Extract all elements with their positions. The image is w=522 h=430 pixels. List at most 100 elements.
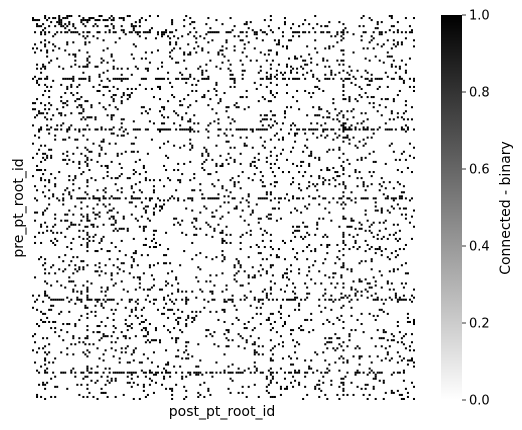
heatmap-cell (74, 375, 77, 378)
heatmap-cell (298, 304, 301, 307)
heatmap-cell (34, 241, 37, 244)
heatmap-cell (152, 246, 155, 249)
heatmap-cell (342, 262, 345, 265)
heatmap-cell (189, 373, 192, 376)
heatmap-cell (404, 31, 407, 34)
heatmap-cell (92, 17, 95, 20)
heatmap-cell (400, 59, 403, 62)
heatmap-cell (78, 166, 81, 169)
heatmap-cell (243, 270, 246, 273)
heatmap-cell (253, 341, 256, 344)
heatmap-cell (34, 116, 37, 119)
heatmap-cell (334, 361, 337, 364)
heatmap-cell (138, 21, 141, 24)
heatmap-cell (352, 219, 355, 222)
heatmap-cell (108, 258, 111, 261)
heatmap-cell (334, 286, 337, 289)
heatmap-cell (217, 223, 220, 226)
heatmap-cell (394, 292, 397, 295)
heatmap-cell (144, 211, 147, 214)
heatmap-cell (298, 381, 301, 384)
heatmap-cell (84, 25, 87, 28)
heatmap-cell (187, 341, 190, 344)
heatmap-cell (177, 290, 180, 293)
heatmap-cell (112, 355, 115, 358)
heatmap-cell (130, 298, 133, 301)
heatmap-cell (354, 371, 357, 374)
heatmap-cell (110, 379, 113, 382)
heatmap-cell (364, 213, 367, 216)
heatmap-cell (279, 312, 282, 315)
heatmap-cell (48, 296, 51, 299)
heatmap-cell (356, 69, 359, 72)
heatmap-cell (402, 335, 405, 338)
heatmap-cell (392, 118, 395, 121)
heatmap-cell (384, 227, 387, 230)
heatmap-cell (112, 325, 115, 328)
heatmap-cell (340, 124, 343, 127)
heatmap-cell (213, 87, 216, 90)
heatmap-cell (237, 391, 240, 394)
heatmap-cell (102, 140, 105, 143)
heatmap-cell (32, 306, 35, 309)
heatmap-cell (86, 369, 89, 372)
heatmap-cell (221, 272, 224, 275)
heatmap-cell (205, 335, 208, 338)
heatmap-cell (161, 122, 164, 125)
heatmap-cell (102, 19, 105, 22)
heatmap-cell (191, 320, 194, 323)
heatmap-cell (314, 47, 317, 50)
heatmap-cell (152, 185, 155, 188)
heatmap-cell (54, 138, 57, 141)
heatmap-cell (243, 128, 246, 131)
heatmap-cell (342, 63, 345, 66)
heatmap-cell (372, 37, 375, 40)
heatmap-cell (76, 270, 79, 273)
heatmap-cell (84, 191, 87, 194)
heatmap-cell (396, 41, 399, 44)
heatmap-cell (163, 254, 166, 257)
heatmap-cell (342, 128, 345, 131)
heatmap-cell (400, 171, 403, 174)
heatmap-cell (66, 87, 69, 90)
heatmap-cell (265, 385, 268, 388)
heatmap-cell (265, 128, 268, 131)
heatmap-cell (376, 21, 379, 24)
heatmap-cell (201, 73, 204, 76)
heatmap-cell (44, 27, 47, 30)
heatmap-cell (120, 77, 123, 80)
heatmap-cell (90, 177, 93, 180)
heatmap-cell (368, 282, 371, 285)
heatmap-cell (306, 318, 309, 321)
heatmap-cell (86, 164, 89, 167)
heatmap-cell (404, 197, 407, 200)
heatmap-cell (68, 179, 71, 182)
heatmap-cell (342, 126, 345, 129)
heatmap-cell (290, 381, 293, 384)
heatmap-cell (158, 205, 162, 208)
heatmap-cell (265, 33, 268, 36)
heatmap-cell (245, 341, 248, 344)
heatmap-cell (144, 375, 147, 378)
heatmap-cell (213, 215, 216, 218)
heatmap-cell (209, 333, 212, 336)
heatmap-cell (90, 158, 93, 161)
heatmap-cell (372, 96, 375, 99)
heatmap-cell (243, 323, 246, 326)
heatmap-cell (350, 268, 353, 271)
heatmap-cell (283, 241, 286, 244)
heatmap-cell (185, 298, 188, 301)
heatmap-cell (292, 162, 295, 165)
heatmap-cell (146, 393, 149, 396)
heatmap-cell (185, 81, 188, 84)
heatmap-cell (390, 77, 393, 80)
heatmap-cell (382, 221, 385, 224)
heatmap-cell (148, 288, 151, 291)
heatmap-cell (152, 96, 155, 99)
heatmap-cell (118, 250, 121, 253)
heatmap-cell (122, 371, 125, 374)
heatmap-cell (211, 31, 214, 34)
heatmap-cell (221, 45, 224, 48)
heatmap-cell (275, 331, 278, 334)
heatmap-cell (239, 335, 242, 338)
